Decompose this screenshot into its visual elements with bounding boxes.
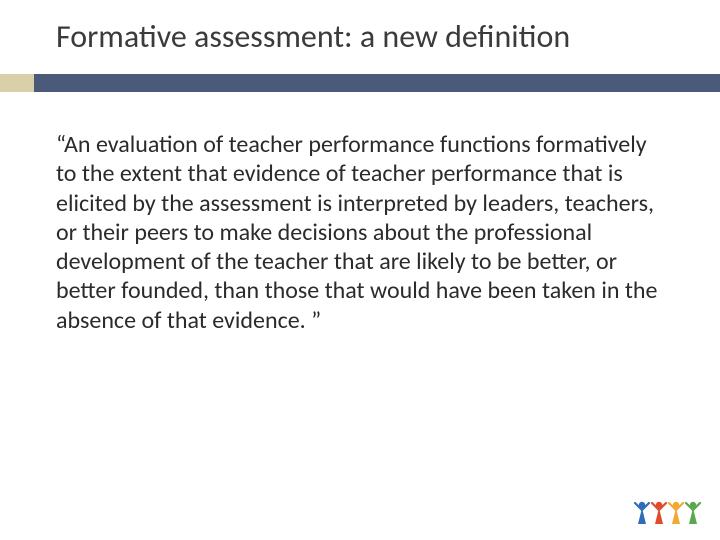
logo-figure-2 bbox=[652, 502, 666, 524]
slide-title: Formative assessment: a new definition bbox=[0, 18, 720, 56]
logo-figure-1 bbox=[635, 502, 649, 524]
accent-bar bbox=[0, 74, 720, 92]
slide: Formative assessment: a new definition “… bbox=[0, 0, 720, 540]
accent-bar-right bbox=[34, 74, 720, 92]
logo-figure-4 bbox=[686, 502, 700, 524]
accent-bar-left bbox=[0, 74, 34, 92]
people-logo-icon bbox=[632, 496, 702, 532]
slide-body: “An evaluation of teacher performance fu… bbox=[56, 130, 664, 335]
logo-figure-3 bbox=[669, 502, 683, 524]
